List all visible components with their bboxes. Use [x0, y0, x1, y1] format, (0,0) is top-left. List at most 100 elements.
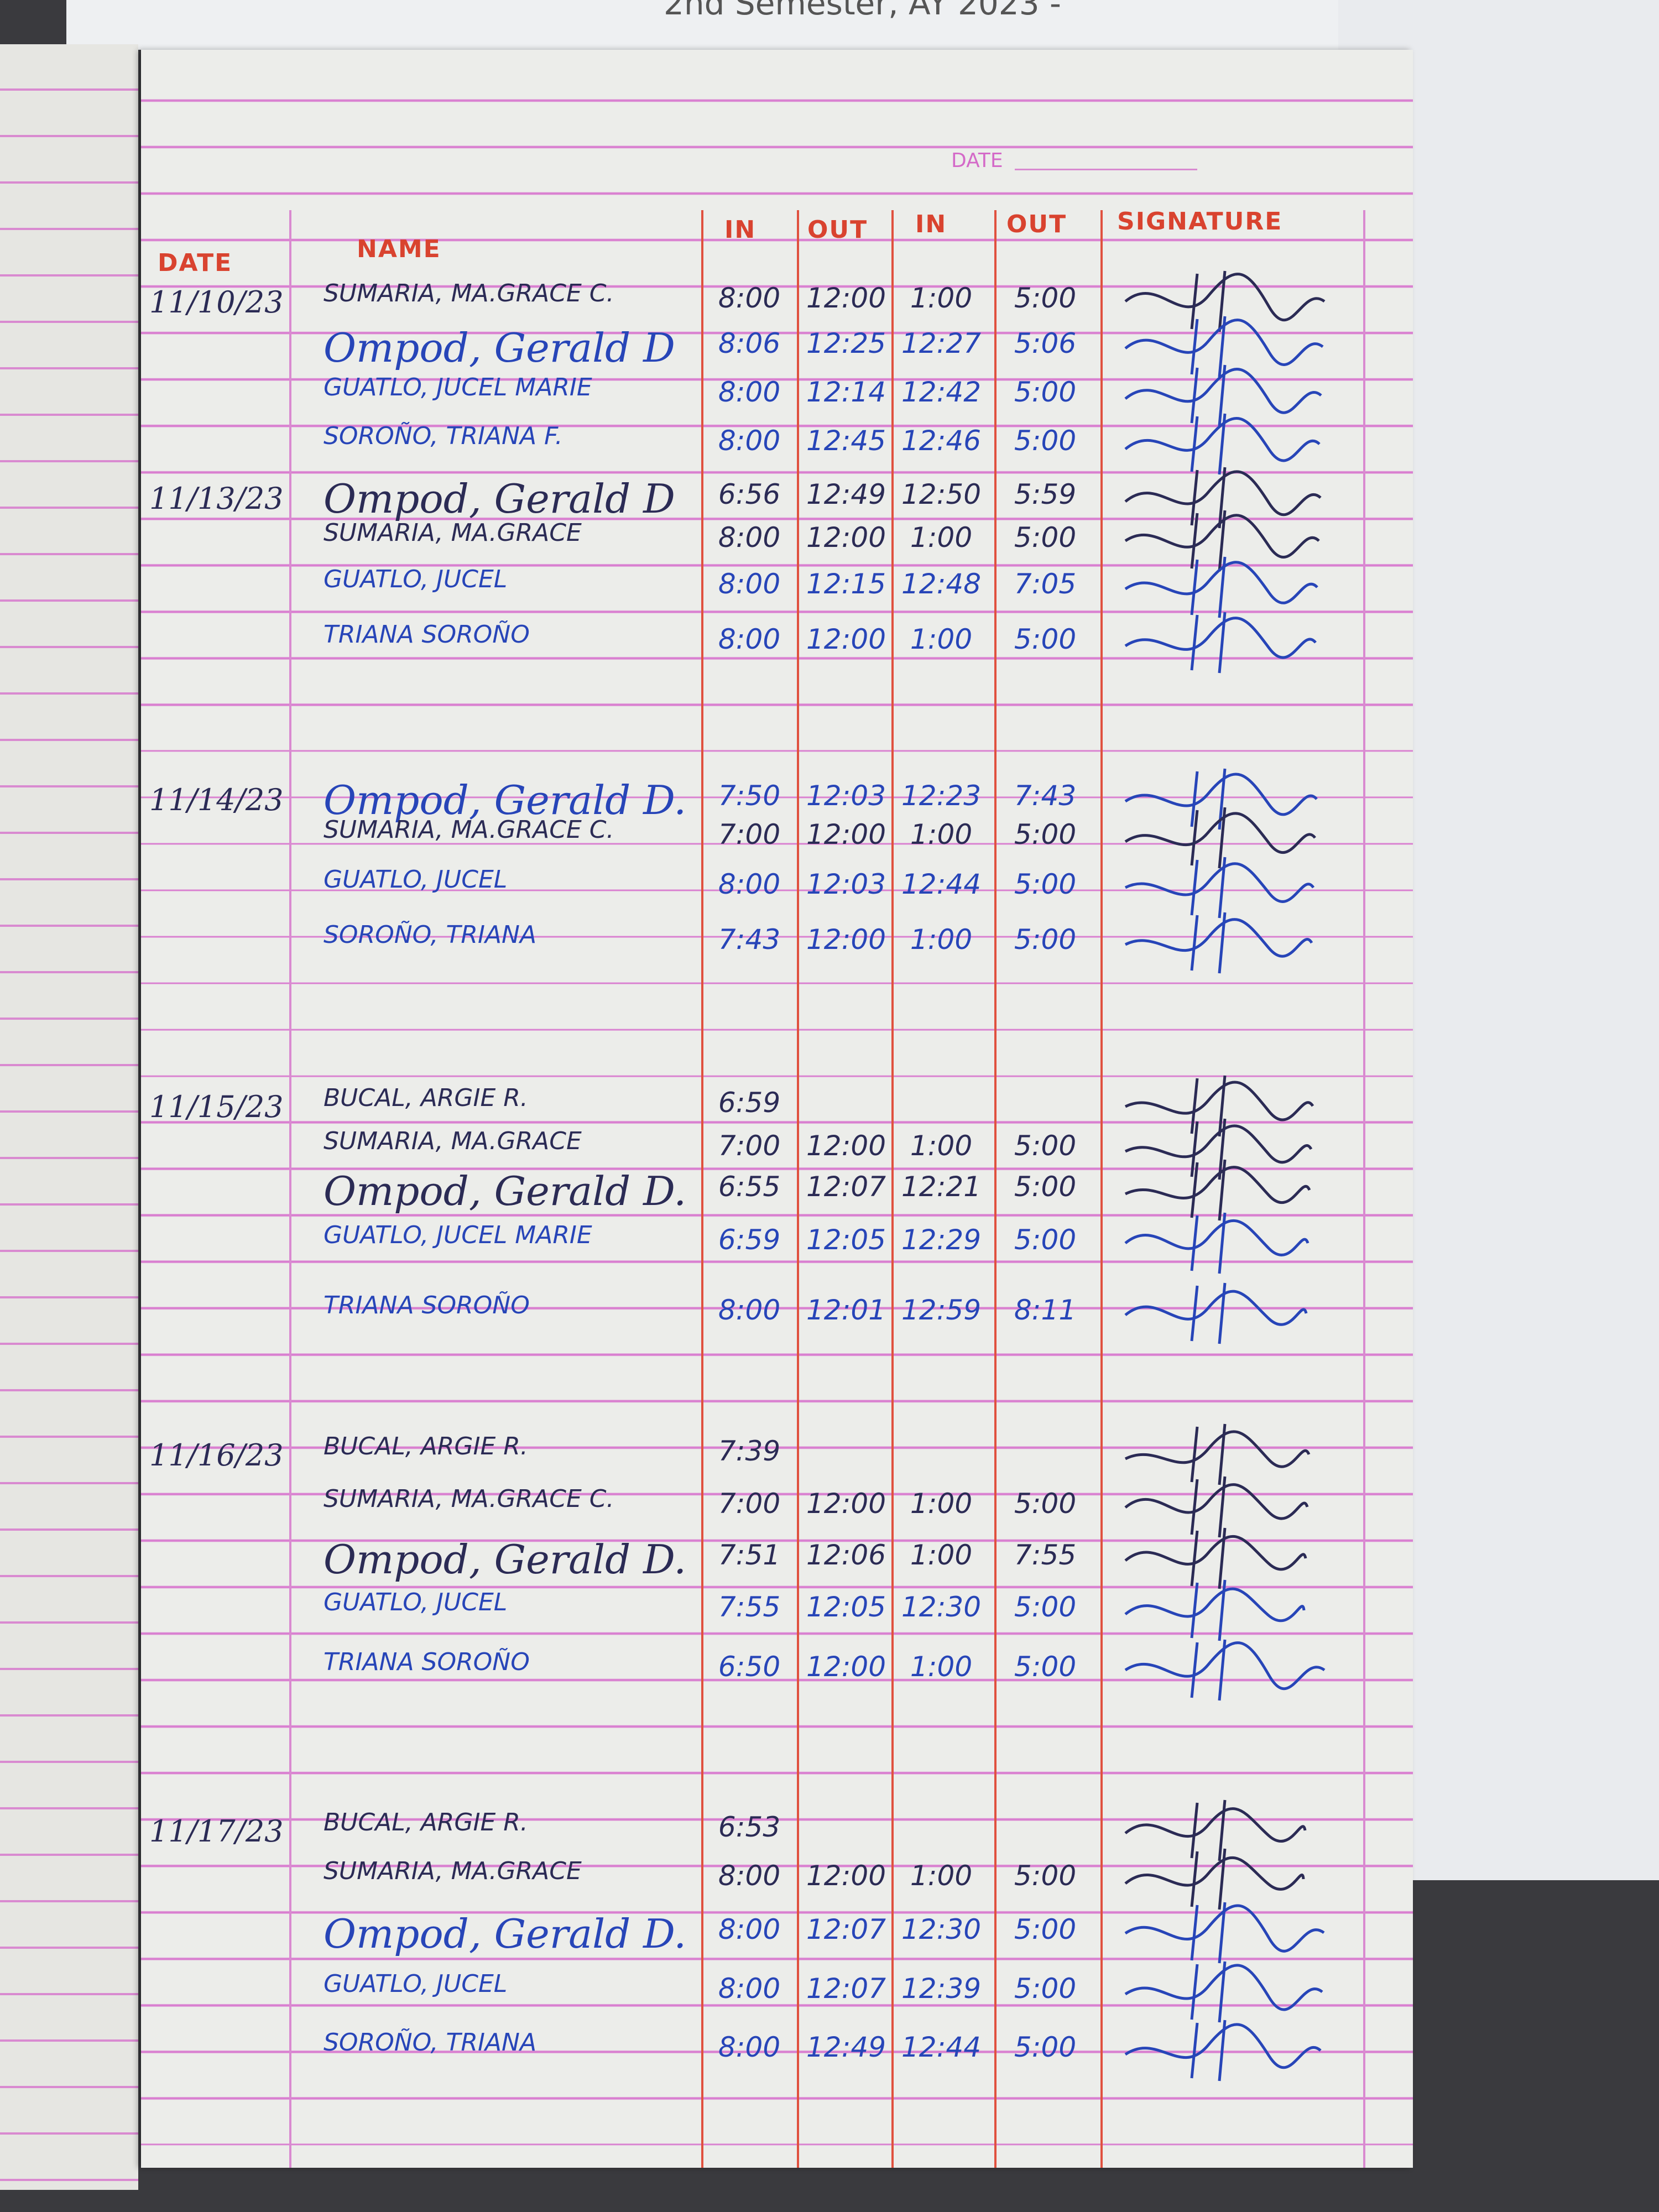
header-out1: OUT: [807, 216, 868, 244]
header-in1: IN: [724, 216, 757, 244]
time-out1: 12:07: [806, 1171, 886, 1203]
header-signature: SIGNATURE: [1117, 207, 1283, 236]
entry-name: GUATLO, JUCEL: [324, 1588, 508, 1616]
date-column-divider: [289, 210, 291, 2168]
signature-scribble: [1124, 2020, 1322, 2081]
time-out1: 12:49: [806, 2031, 886, 2063]
signature-scribble: [1124, 1639, 1326, 1701]
time-out2: 5:00: [1014, 1913, 1077, 1945]
entry-name: BUCAL, ARGIE R.: [324, 1084, 528, 1112]
entry-name: GUATLO, JUCEL MARIE: [324, 373, 592, 401]
signature-scribble: [1124, 612, 1317, 674]
header-in2: IN: [915, 210, 947, 238]
time-in1: 7:51: [718, 1539, 781, 1571]
time-in2: 1:00: [910, 1651, 973, 1683]
time-out1: 12:00: [806, 818, 886, 851]
entry-name: SOROÑO, TRIANA: [324, 2028, 537, 2057]
time-in1: 8:00: [718, 376, 781, 408]
signature-scribble: [1124, 364, 1322, 426]
signature-scribble: [1124, 1476, 1309, 1538]
time-in1: 8:00: [718, 425, 781, 457]
time-in1: 8:00: [718, 2031, 781, 2063]
time-out2: 5:00: [1014, 376, 1077, 408]
signature-scribble: [1124, 413, 1321, 475]
time-in1: 8:00: [718, 521, 781, 554]
entry-name: GUATLO, JUCEL MARIE: [324, 1221, 592, 1249]
time-in2: 12:23: [901, 780, 982, 812]
entry-name: TRIANA SOROÑO: [324, 620, 530, 649]
signature-scribble: [1124, 270, 1326, 332]
entry-name: Ompod, Gerald D.: [324, 1168, 687, 1214]
time-out2: 5:00: [1014, 1591, 1077, 1623]
time-in2: 12:48: [901, 568, 982, 600]
signature-scribble: [1124, 1212, 1310, 1274]
time-out1: 12:14: [806, 376, 886, 408]
time-in2: 12:42: [901, 376, 982, 408]
time-in1: 8:00: [718, 1973, 781, 2005]
time-out2: 5:00: [1014, 1651, 1077, 1683]
signature-scribble: [1124, 912, 1313, 974]
time-in1: 7:39: [718, 1435, 781, 1467]
time-in1: 8:06: [718, 327, 781, 359]
time-in1: 6:50: [718, 1651, 781, 1683]
entry-date: 11/16/23: [149, 1438, 284, 1473]
entry-date: 11/10/23: [149, 285, 284, 320]
time-out1: 12:45: [806, 425, 886, 457]
time-out2: 5:00: [1014, 1224, 1077, 1256]
time-out1: 12:00: [806, 282, 886, 314]
time-out1: 12:00: [806, 1860, 886, 1892]
time-in2: 12:30: [901, 1591, 982, 1623]
time-out2: 7:43: [1014, 780, 1077, 812]
time-in2: 12:44: [901, 2031, 982, 2063]
entry-date: 11/17/23: [149, 1814, 284, 1849]
entry-name: Ompod, Gerald D.: [324, 1536, 687, 1583]
time-out2: 5:00: [1014, 623, 1077, 655]
entry-date: 11/15/23: [149, 1089, 284, 1124]
time-out1: 12:00: [806, 1651, 886, 1683]
time-out1: 12:00: [806, 924, 886, 956]
signature-scribble: [1124, 1118, 1313, 1180]
signature-scribble: [1124, 807, 1316, 869]
time-out1: 12:00: [806, 521, 886, 554]
header-name: NAME: [357, 235, 441, 263]
signature-scribble: [1124, 1282, 1308, 1344]
time-in1: 6:56: [718, 478, 781, 510]
time-in1: 7:50: [718, 780, 781, 812]
entry-name: SUMARIA, MA.GRACE C.: [324, 1485, 614, 1513]
signature-scribble: [1124, 1799, 1307, 1861]
time-in2: 1:00: [910, 1130, 973, 1162]
time-in1: 6:53: [718, 1811, 781, 1843]
signature-column-divider: [1100, 210, 1103, 2168]
entry-name: SOROÑO, TRIANA: [324, 921, 537, 949]
time-out1: 12:00: [806, 1488, 886, 1520]
top-sheet: 2nd Semester, AY 2023 -: [66, 0, 1338, 50]
entry-name: SUMARIA, MA.GRACE: [324, 519, 582, 547]
time-in2: 12:46: [901, 425, 982, 457]
entry-name: SOROÑO, TRIANA F.: [324, 422, 563, 450]
time-in2: 1:00: [910, 924, 973, 956]
signature-scribble: [1124, 1159, 1311, 1221]
time-out2: 5:00: [1014, 282, 1077, 314]
time-in2: 1:00: [910, 282, 973, 314]
time-in1: 7:55: [718, 1591, 781, 1623]
time-out2: 5:59: [1014, 478, 1077, 510]
time-out1: 12:01: [806, 1294, 886, 1326]
time-out1: 12:07: [806, 1913, 886, 1945]
entry-name: BUCAL, ARGIE R.: [324, 1432, 528, 1460]
time-in2: 12:21: [901, 1171, 982, 1203]
entry-name: GUATLO, JUCEL: [324, 865, 508, 894]
time-out2: 5:00: [1014, 425, 1077, 457]
time-in1: 7:00: [718, 1130, 781, 1162]
time-in1: 8:00: [718, 868, 781, 900]
page-date-label: DATE: [951, 149, 1003, 172]
signature-scribble: [1124, 1961, 1323, 2023]
time-in2: 12:44: [901, 868, 982, 900]
time-in1: 7:00: [718, 1488, 781, 1520]
time-out2: 5:00: [1014, 924, 1077, 956]
entry-name: Ompod, Gerald D.: [324, 1911, 687, 1957]
time-in2: 12:50: [901, 478, 982, 510]
time-in1: 8:00: [718, 1860, 781, 1892]
time-in1: 8:00: [718, 282, 781, 314]
signature-scribble: [1124, 316, 1324, 378]
time-out2: 5:00: [1014, 1130, 1077, 1162]
